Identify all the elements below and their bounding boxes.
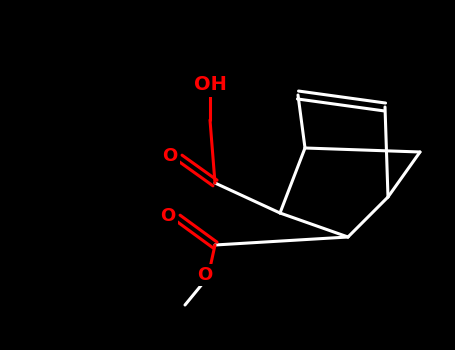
Text: O: O: [160, 207, 176, 225]
Text: OH: OH: [193, 76, 227, 94]
Text: O: O: [162, 147, 177, 165]
Text: O: O: [197, 266, 212, 284]
